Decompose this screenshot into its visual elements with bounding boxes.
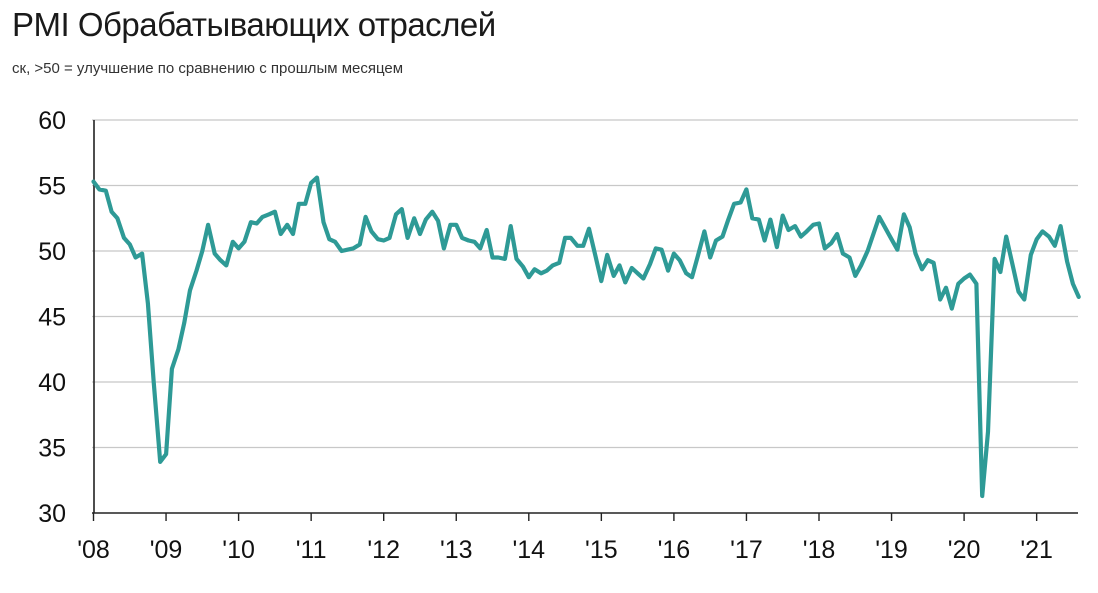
x-tick-label-6: '14 — [513, 536, 546, 564]
x-tick-label-7: '15 — [585, 536, 618, 564]
y-axis-tick-labels: 60 55 50 45 40 35 30 — [38, 107, 66, 528]
x-tick-label-1: '09 — [150, 536, 183, 564]
x-tick-label-2: '10 — [222, 536, 255, 564]
y-tick-label-60: 60 — [38, 107, 66, 135]
x-tick-label-13: '21 — [1020, 536, 1053, 564]
series-line-0 — [91, 175, 1081, 499]
y-tick-label-30: 30 — [38, 500, 66, 528]
x-tick-label-5: '13 — [440, 536, 473, 564]
series-lines — [91, 175, 1081, 499]
x-tick-label-8: '16 — [658, 536, 691, 564]
y-tick-label-50: 50 — [38, 238, 66, 266]
y-tick-label-35: 35 — [38, 435, 66, 463]
x-tick-label-4: '12 — [367, 536, 400, 564]
x-axis-tick-labels: '08 '09 '10 '11 '12 '13 '14 '15 '16 '17 '18 '19 '20 '… — [77, 536, 1053, 564]
y-tick-label-40: 40 — [38, 369, 66, 397]
axes — [92, 120, 1078, 521]
y-tick-label-45: 45 — [38, 304, 66, 332]
x-tick-label-3: '11 — [296, 536, 327, 564]
x-tick-label-10: '18 — [803, 536, 836, 564]
x-tick-label-9: '17 — [730, 536, 763, 564]
chart-subtitle: ск, >50 = улучшение по сравнению с прошл… — [12, 60, 404, 77]
y-tick-label-55: 55 — [38, 173, 66, 201]
x-tick-label-11: '19 — [875, 536, 908, 564]
grid-lines — [92, 119, 1078, 449]
x-tick-label-12: '20 — [948, 536, 981, 564]
chart-title: PMI Обрабатывающих отраслей — [12, 6, 496, 43]
x-tick-label-0: '08 — [77, 536, 110, 564]
